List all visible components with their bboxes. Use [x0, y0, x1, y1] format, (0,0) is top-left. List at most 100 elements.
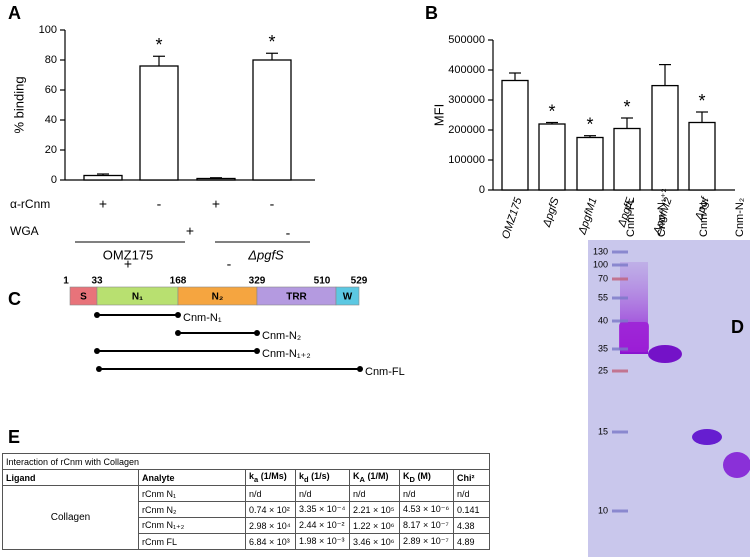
construct-end — [96, 366, 102, 372]
gel-band — [692, 429, 722, 445]
panel-label: E — [8, 427, 20, 447]
gel-image: 130 100 70 55 40 35 25 15 10 — [588, 240, 750, 557]
header-text: Ligand — [6, 472, 36, 483]
bar — [196, 177, 236, 181]
table-cell: 3.35 × 10⁻⁴ — [295, 501, 350, 518]
construct-end — [357, 366, 363, 372]
table-cell: 0.141 — [452, 501, 491, 518]
construct-end — [254, 348, 260, 354]
condition-mark: + — [186, 223, 194, 239]
header-text: Chi² — [457, 472, 475, 483]
construct-label: Cnm-N₁₊₂ — [262, 348, 311, 360]
header-row: Ligand Analyte ka (1/Ms) kd (1/s) KA (1/M) KD… — [2, 469, 491, 486]
table-caption: Interaction of rCnm with Collagen — [1, 453, 491, 470]
table-cell: rCnm N₂ — [138, 501, 246, 518]
lane-label: Cnm-FL — [625, 197, 637, 237]
ladder-band — [612, 296, 628, 300]
construct-end — [175, 330, 181, 336]
construct-end — [94, 312, 100, 318]
position-label: 529 — [351, 276, 368, 287]
header-text: K — [403, 471, 410, 482]
header-text: k — [249, 471, 255, 482]
data-row: Collagen rCnm N₁ n/d n/d n/d n/d n/d — [2, 485, 491, 550]
marker-label: 25 — [598, 365, 608, 375]
group-label: OMZ175 — [103, 247, 154, 262]
y-tick-label: 80 — [45, 54, 57, 66]
ladder-band — [612, 319, 628, 323]
y-tick-label: 100000 — [448, 154, 485, 166]
condition-mark: + — [124, 256, 132, 272]
y-tick-label: 400000 — [448, 64, 485, 76]
domain-label: S — [80, 292, 87, 303]
x-tick-label: ΔpgfM1 — [576, 196, 599, 237]
construct-label: Cnm-FL — [365, 366, 405, 378]
significance-mark: * — [623, 97, 630, 117]
bar — [83, 174, 123, 181]
data-row: rCnm FL 6.84 × 10³ 1.98 × 10⁻³ 3.46 × 10⁶ 2.… — [3, 533, 491, 550]
table-cell: 3.46 × 10⁶ — [349, 533, 400, 550]
bar — [613, 127, 641, 191]
panel-label: B — [425, 3, 438, 23]
bar — [688, 121, 716, 191]
condition-mark: - — [286, 225, 291, 241]
header-text: Analyte — [142, 472, 175, 483]
bar — [501, 79, 529, 191]
marker-label: 35 — [598, 343, 608, 353]
position-label: 329 — [249, 276, 266, 287]
significance-mark: * — [698, 91, 705, 111]
position-label: 168 — [170, 276, 187, 287]
ladder-band — [612, 509, 628, 513]
ladder-band — [612, 369, 628, 373]
table-cell: 4.89 — [452, 533, 491, 550]
ladder-band — [612, 347, 628, 351]
marker-label: 15 — [598, 426, 608, 436]
gel-band — [619, 322, 649, 352]
header-subscript: d — [304, 474, 309, 484]
position-label: 510 — [314, 276, 331, 287]
significance-mark: * — [155, 35, 162, 55]
y-tick-label: 100 — [39, 24, 57, 36]
table-cell: 4.53 × 10⁻⁶ — [399, 501, 454, 518]
header-subscript: a — [254, 474, 259, 484]
caption-row: Interaction of rCnm with Collagen — [1, 453, 491, 470]
significance-mark: * — [268, 32, 275, 52]
panel-label: C — [8, 289, 21, 309]
table-cell: 8.17 × 10⁻⁷ — [399, 517, 454, 534]
panel-label: A — [8, 3, 21, 23]
construct-label: Cnm-N₂ — [262, 330, 301, 342]
table-cell: rCnm N₁ — [138, 485, 246, 502]
table-cell: 2.98 × 10⁴ — [245, 517, 296, 534]
y-tick-label: 20 — [45, 144, 57, 156]
bar — [538, 123, 566, 191]
group-label: ΔpgfS — [247, 247, 284, 262]
header-unit: (M) — [417, 471, 431, 482]
marker-label: 40 — [598, 315, 608, 325]
condition-mark: - — [227, 256, 232, 272]
condition-mark: + — [212, 196, 220, 212]
header-subscript: D — [409, 474, 415, 484]
column-header: KA (1/M) — [349, 469, 400, 486]
condition-label: WGA — [10, 224, 39, 238]
bar — [252, 59, 292, 181]
table-cell: n/d — [399, 485, 454, 502]
significance-mark: * — [586, 114, 593, 134]
marker-label: 70 — [598, 273, 608, 283]
gel-band — [723, 452, 750, 478]
panel-label: D — [731, 317, 744, 337]
gel-background — [588, 240, 750, 557]
header-subscript: A — [359, 474, 365, 484]
header-text: k — [299, 471, 305, 482]
table-cell: rCnm N₁₊₂ — [138, 517, 246, 534]
construct-label: Cnm-N₁ — [183, 312, 222, 324]
table-cell: 2.21 × 10⁵ — [349, 501, 400, 518]
table-cell: 0.74 × 10² — [245, 501, 296, 518]
column-header: ka (1/Ms) — [245, 469, 296, 486]
y-tick-label: 60 — [45, 84, 57, 96]
data-row: rCnm N₂ 0.74 × 10² 3.35 × 10⁻⁴ 2.21 × 10⁵ 4.… — [3, 501, 491, 518]
marker-label: 130 — [593, 246, 608, 256]
condition-label: α-rCnm — [10, 197, 50, 211]
construct-end — [175, 312, 181, 318]
x-tick-label: ΔpgfS — [541, 195, 562, 229]
